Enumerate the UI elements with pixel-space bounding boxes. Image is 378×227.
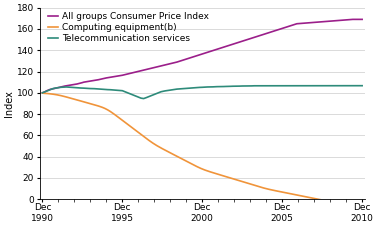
Y-axis label: Index: Index [4,90,14,117]
Computing equipment(b) [76,99,81,102]
Telecommunication services [224,85,229,88]
Telecommunication services [76,86,81,89]
Telecommunication services [141,97,146,100]
Telecommunication services [163,89,167,92]
Telecommunication services [40,91,45,94]
Computing equipment(b) [223,175,227,178]
All groups Consumer Price Index [76,82,81,85]
Telecommunication services [358,84,363,87]
Telecommunication services [300,84,304,87]
Telecommunication services [261,84,266,87]
Telecommunication services [279,84,283,87]
Computing equipment(b) [40,91,45,94]
Computing equipment(b) [360,206,364,209]
Telecommunication services [360,84,364,87]
All groups Consumer Price Index [161,64,166,67]
Computing equipment(b) [276,190,280,193]
All groups Consumer Price Index [297,22,302,25]
Line: Telecommunication services: Telecommunication services [42,86,362,99]
Computing equipment(b) [161,148,166,151]
Computing equipment(b) [356,206,360,208]
All groups Consumer Price Index [360,18,364,21]
Line: Computing equipment(b): Computing equipment(b) [42,93,362,207]
All groups Consumer Price Index [40,91,45,94]
Computing equipment(b) [297,194,302,197]
Legend: All groups Consumer Price Index, Computing equipment(b), Telecommunication servi: All groups Consumer Price Index, Computi… [48,12,209,43]
All groups Consumer Price Index [276,28,280,31]
All groups Consumer Price Index [223,45,227,48]
All groups Consumer Price Index [349,18,354,21]
All groups Consumer Price Index [357,18,362,21]
Line: All groups Consumer Price Index: All groups Consumer Price Index [42,19,362,93]
